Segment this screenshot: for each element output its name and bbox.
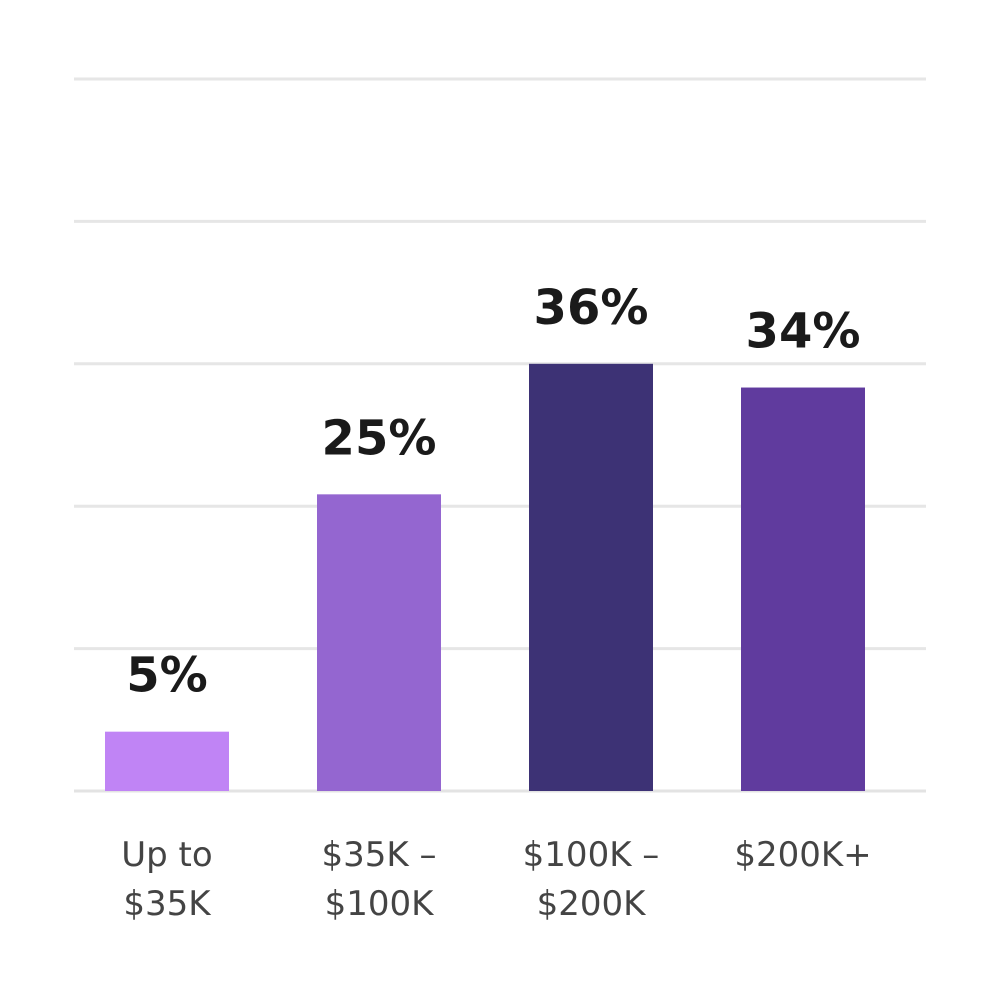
bar [741, 387, 865, 791]
x-tick-label: $35K – $100K [322, 835, 437, 924]
x-tick-label: $200K+ [734, 835, 871, 875]
category-labels: Up to $35K $35K – $100K $100K – $200K $200K+ [121, 835, 871, 924]
data-label: 25% [322, 410, 437, 466]
bars [105, 363, 865, 791]
bar [317, 494, 441, 791]
value-labels: 5% 25% 36% 34% [126, 280, 860, 704]
x-tick-label: $100K – $200K [523, 835, 660, 924]
data-label: 36% [534, 280, 649, 336]
bar [105, 731, 229, 791]
data-label: 34% [746, 304, 861, 360]
x-tick-label: Up to $35K [121, 835, 212, 924]
bar [529, 363, 653, 791]
data-label: 5% [126, 648, 208, 704]
